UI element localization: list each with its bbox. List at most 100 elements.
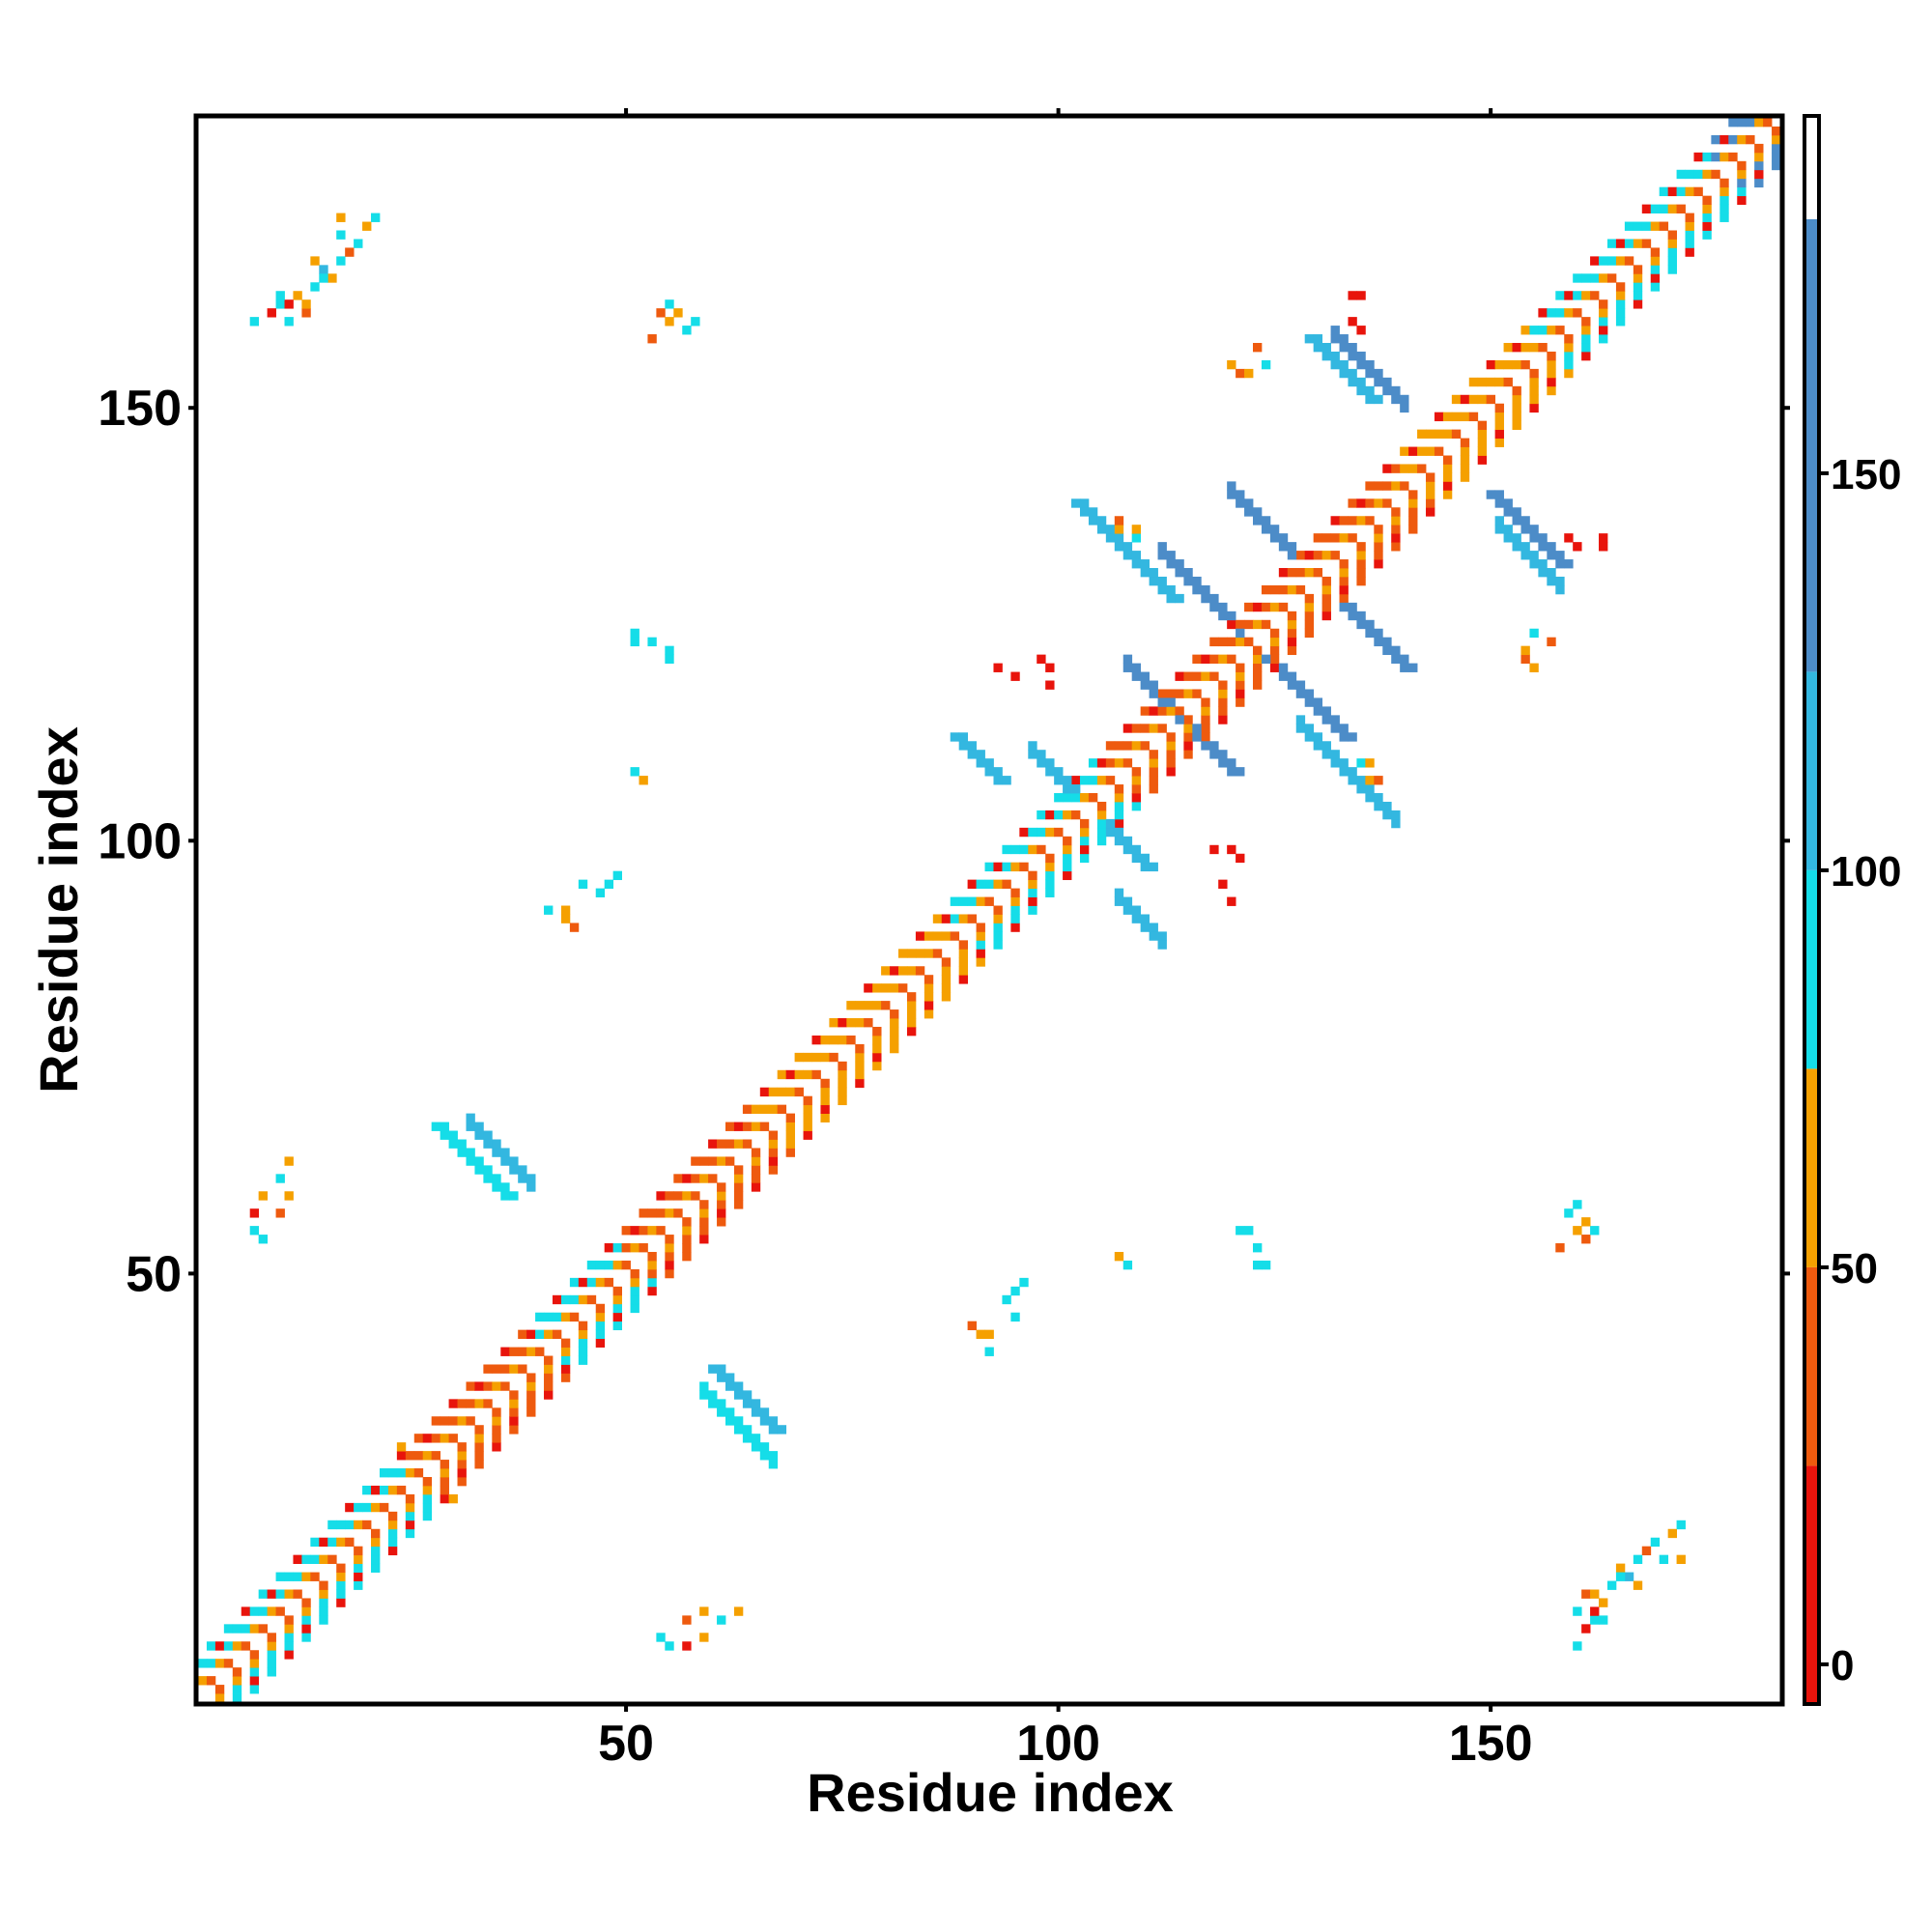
contact-cell bbox=[604, 879, 614, 889]
contact-cell bbox=[1131, 741, 1142, 751]
contact-cell bbox=[518, 1329, 527, 1339]
contact-cell bbox=[1183, 715, 1193, 724]
contact-cell bbox=[379, 1468, 389, 1478]
contact-cell bbox=[1010, 1312, 1020, 1322]
contact-cell bbox=[1581, 1624, 1591, 1634]
contact-cell bbox=[1218, 689, 1228, 698]
contact-cell bbox=[1287, 671, 1297, 681]
contact-cell bbox=[958, 732, 969, 742]
contact-cell bbox=[1287, 551, 1297, 560]
contact-cell bbox=[820, 1087, 830, 1097]
contact-cell bbox=[1140, 923, 1150, 932]
contact-cell bbox=[733, 1606, 744, 1616]
contact-cell bbox=[717, 1182, 726, 1192]
contact-cell bbox=[682, 1174, 692, 1183]
contact-cell bbox=[1374, 776, 1383, 785]
contact-cell bbox=[1520, 551, 1530, 560]
contact-cell bbox=[569, 1312, 580, 1322]
contact-cell bbox=[1096, 827, 1107, 838]
contact-cell bbox=[327, 1537, 337, 1548]
contact-cell bbox=[794, 1069, 804, 1080]
contact-cell bbox=[1685, 213, 1694, 222]
contact-cell bbox=[682, 1191, 692, 1201]
contact-cell bbox=[310, 1554, 320, 1565]
contact-cell bbox=[1339, 576, 1349, 586]
x-tick-label: 100 bbox=[1016, 1716, 1100, 1772]
contact-cell bbox=[1157, 576, 1167, 586]
contact-cell bbox=[1201, 593, 1210, 604]
contact-cell bbox=[1236, 853, 1245, 864]
contact-cell bbox=[1356, 619, 1366, 630]
contact-cell bbox=[1650, 1537, 1661, 1548]
contact-cell bbox=[1079, 844, 1090, 855]
contact-cell bbox=[448, 1416, 458, 1426]
contact-cell bbox=[803, 1095, 812, 1106]
contact-cell bbox=[1304, 697, 1315, 707]
contact-cell bbox=[1659, 221, 1669, 231]
contact-cell bbox=[1149, 767, 1158, 777]
contact-cell bbox=[1253, 645, 1263, 656]
contact-cell bbox=[560, 1294, 571, 1305]
contact-cell bbox=[1356, 758, 1366, 768]
contact-cell bbox=[1520, 516, 1530, 526]
contact-cell bbox=[1348, 498, 1357, 508]
contact-cell bbox=[1218, 611, 1228, 621]
contact-cell bbox=[1140, 853, 1150, 864]
contact-cell bbox=[275, 1572, 285, 1581]
contact-cell bbox=[1122, 844, 1133, 855]
contact-cell bbox=[249, 1226, 260, 1236]
contact-cell bbox=[872, 1026, 882, 1037]
contact-cell bbox=[1468, 377, 1479, 387]
contact-cell bbox=[552, 1294, 562, 1305]
contact-cell bbox=[1382, 464, 1392, 473]
contact-cell bbox=[1096, 525, 1107, 534]
contact-cell bbox=[1010, 1286, 1020, 1296]
contact-cell bbox=[405, 1528, 415, 1539]
contact-cell bbox=[1028, 741, 1037, 751]
contact-cell bbox=[682, 326, 692, 335]
contact-cell bbox=[1400, 464, 1409, 473]
contact-cell bbox=[1209, 741, 1219, 751]
contact-cell bbox=[1512, 420, 1521, 431]
contact-cell bbox=[544, 1329, 554, 1339]
contact-cell bbox=[1166, 584, 1176, 595]
contact-cell bbox=[846, 1018, 856, 1028]
contact-cell bbox=[855, 1001, 865, 1010]
contact-cell bbox=[1676, 1554, 1686, 1565]
contact-cell bbox=[1149, 931, 1158, 941]
contact-cell bbox=[1451, 412, 1462, 422]
contact-cell bbox=[457, 1399, 467, 1408]
contact-cell bbox=[1114, 818, 1124, 829]
contact-cell bbox=[500, 1156, 510, 1166]
contact-cell bbox=[855, 1078, 865, 1089]
contact-cell bbox=[1010, 844, 1020, 855]
contact-cell bbox=[1356, 385, 1366, 396]
contact-cell bbox=[1019, 1277, 1029, 1288]
contact-cell bbox=[1633, 265, 1643, 274]
contact-cell bbox=[1728, 134, 1738, 145]
contact-cell bbox=[1529, 394, 1539, 405]
contact-cell bbox=[1538, 343, 1548, 353]
contact-cell bbox=[440, 1122, 449, 1131]
contact-cell bbox=[1253, 1243, 1263, 1253]
contact-cell bbox=[483, 1364, 493, 1374]
contact-cell bbox=[976, 931, 985, 941]
contact-cell bbox=[1702, 169, 1712, 180]
contact-cell bbox=[1149, 784, 1158, 794]
contact-cell bbox=[1321, 602, 1331, 612]
contact-cell bbox=[855, 1018, 865, 1028]
contact-cell bbox=[665, 1243, 674, 1253]
contact-cell bbox=[1261, 584, 1271, 595]
contact-cell bbox=[474, 1130, 484, 1140]
contact-cell bbox=[544, 905, 554, 915]
contact-cell bbox=[872, 1052, 882, 1063]
contact-cell bbox=[422, 1434, 433, 1443]
contact-cell bbox=[1348, 343, 1357, 353]
contact-cell bbox=[1711, 152, 1720, 162]
colorbar-frame bbox=[1803, 114, 1821, 1706]
contact-cell bbox=[1356, 351, 1366, 361]
contact-cell bbox=[1494, 438, 1504, 447]
contact-cell bbox=[1227, 619, 1236, 630]
contact-cell bbox=[1157, 542, 1167, 552]
contact-cell bbox=[1659, 186, 1669, 197]
